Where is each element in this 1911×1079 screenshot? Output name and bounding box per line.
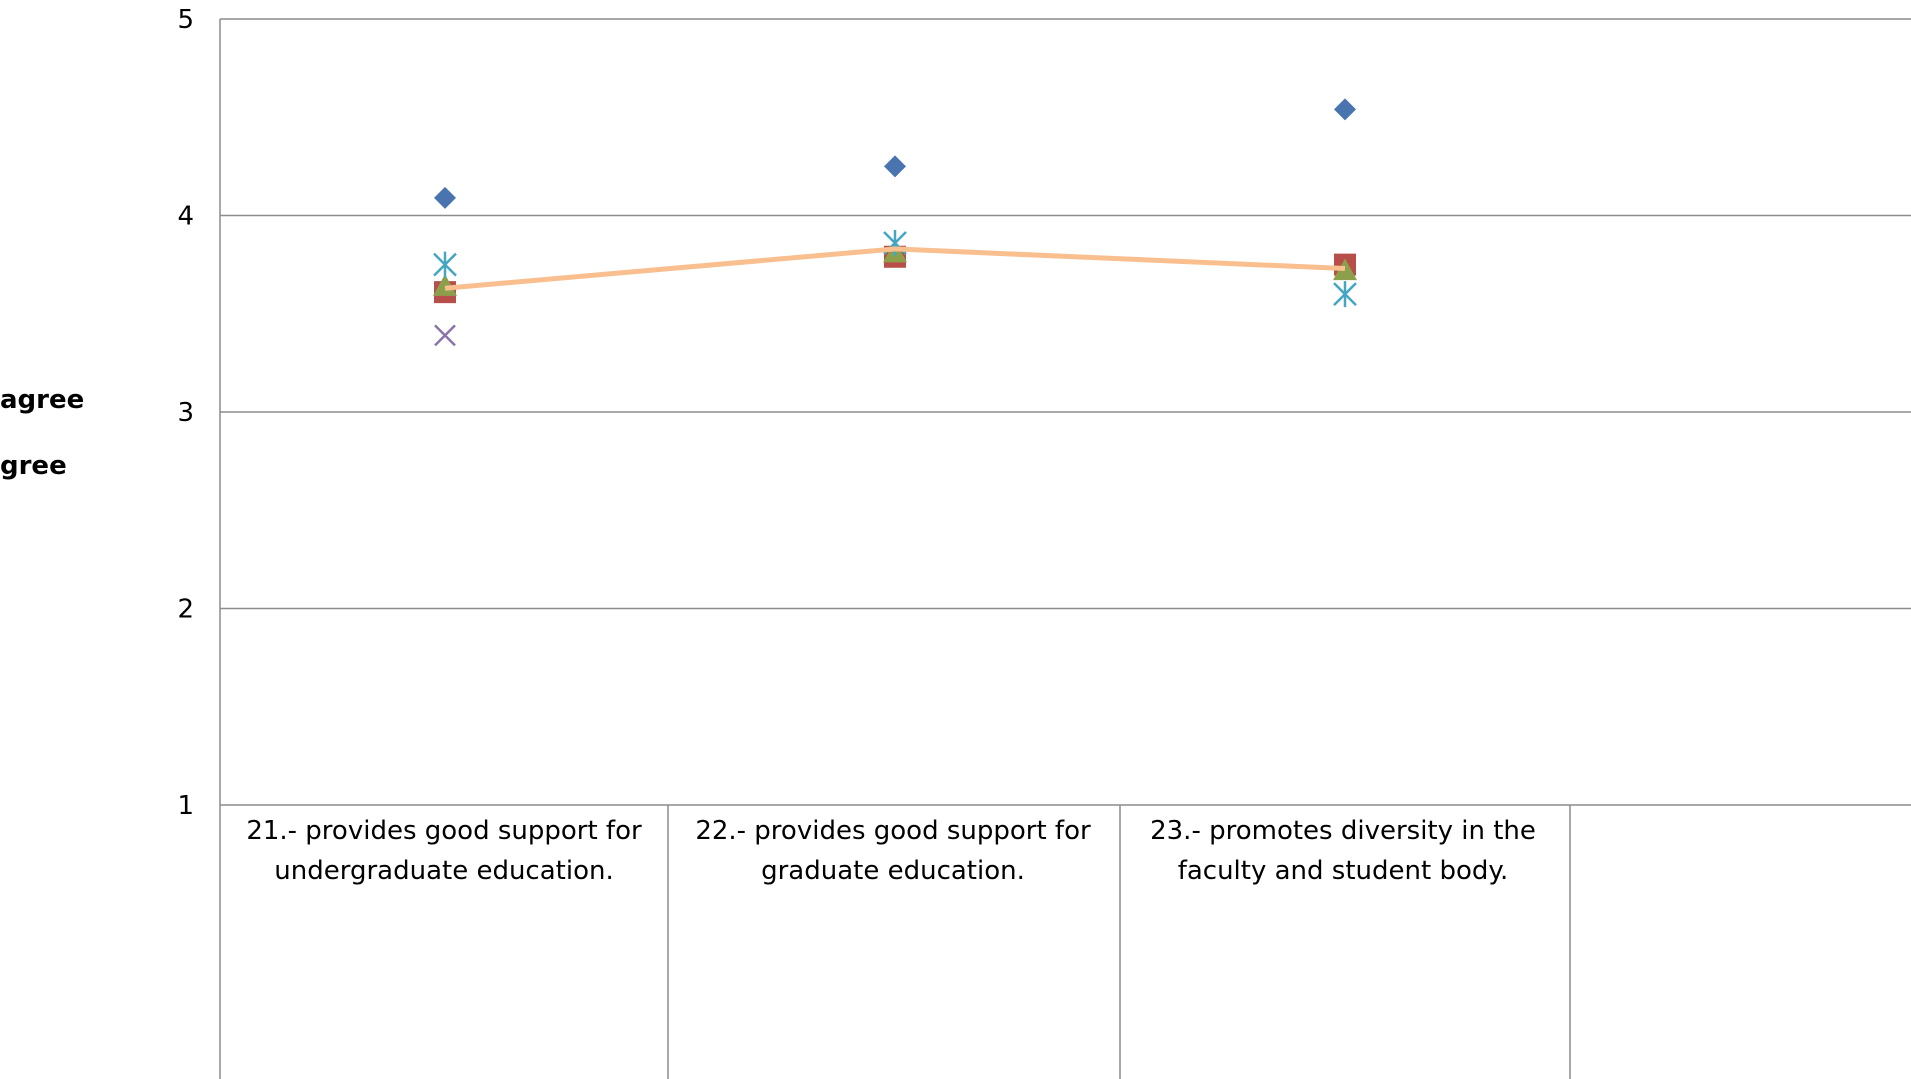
series-1-point-3 bbox=[1334, 98, 1356, 121]
series-5-point-1 bbox=[433, 251, 457, 278]
y-tick-label-3: 3 bbox=[177, 398, 194, 428]
y-tick-label-4: 4 bbox=[177, 202, 194, 232]
series-6-line bbox=[444, 246, 1346, 291]
legend-fragment-1: agree bbox=[0, 385, 85, 415]
series-1-point-1 bbox=[434, 186, 456, 209]
category-label-2: 22.- provides good support for graduate … bbox=[668, 811, 1118, 891]
y-tick-label-1: 1 bbox=[177, 791, 194, 821]
category-label-1-line-1: 21.- provides good support for bbox=[246, 816, 642, 846]
series-1-point-2 bbox=[884, 155, 906, 178]
category-label-2-line-1: 22.- provides good support for bbox=[695, 816, 1091, 846]
y-tick-label-5: 5 bbox=[177, 5, 194, 35]
y-tick-label-2: 2 bbox=[177, 595, 194, 625]
category-label-1: 21.- provides good support for undergrad… bbox=[220, 811, 668, 891]
legend-fragment-2: gree bbox=[0, 451, 67, 481]
category-label-3-line-1: 23.- promotes diversity in the bbox=[1150, 816, 1536, 846]
series-4-point-1 bbox=[434, 324, 456, 347]
category-label-3: 23.- promotes diversity in the faculty a… bbox=[1118, 811, 1568, 891]
category-label-3-line-2: faculty and student body. bbox=[1177, 856, 1509, 886]
category-label-1-line-2: undergraduate education. bbox=[274, 856, 614, 886]
series-3-point-1 bbox=[433, 274, 457, 296]
category-label-2-line-2: graduate education. bbox=[761, 856, 1025, 886]
series-5-point-3 bbox=[1333, 281, 1357, 308]
series-5-point-2 bbox=[883, 230, 907, 257]
series-3-point-3 bbox=[1333, 258, 1357, 281]
